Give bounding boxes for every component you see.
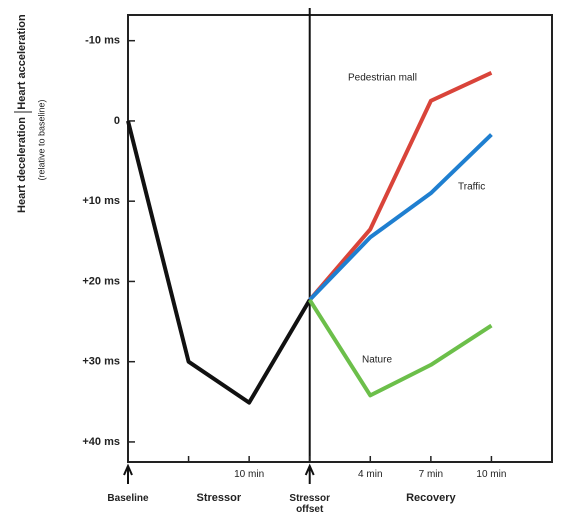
phase-label: Stressor xyxy=(196,492,242,504)
y-tick-label: +20 ms xyxy=(82,275,120,287)
y-tick-label: +30 ms xyxy=(82,356,120,368)
series-label: Pedestrian mall xyxy=(348,73,417,84)
series-label: Traffic xyxy=(458,182,485,193)
x-tick-label: 7 min xyxy=(418,469,444,480)
event-label: Stressor offset xyxy=(289,493,330,515)
series-label: Nature xyxy=(362,355,392,366)
event-arrow xyxy=(304,463,315,484)
y-tick-label: +10 ms xyxy=(82,195,120,207)
series-line xyxy=(308,70,493,302)
plot-frame xyxy=(127,14,553,463)
y-tick-label: -10 ms xyxy=(85,35,120,47)
x-tick-label: 10 min xyxy=(234,469,265,480)
y-tick-label: 0 xyxy=(114,115,120,127)
x-tick-label: 10 min xyxy=(476,469,507,480)
event-arrow xyxy=(123,463,133,484)
y-label-note: (relative to baseline) xyxy=(36,99,46,180)
event-label: Baseline xyxy=(107,493,149,504)
y-tick-label: +40 ms xyxy=(82,436,120,448)
series-line xyxy=(308,298,493,398)
series-line xyxy=(126,120,312,405)
series-line xyxy=(308,133,493,302)
x-tick-label: 4 min xyxy=(358,469,383,480)
y-label-up: Heart acceleration xyxy=(16,14,28,110)
y-label-down: Heart deceleration xyxy=(16,117,28,213)
phase-label: Recovery xyxy=(406,492,456,504)
